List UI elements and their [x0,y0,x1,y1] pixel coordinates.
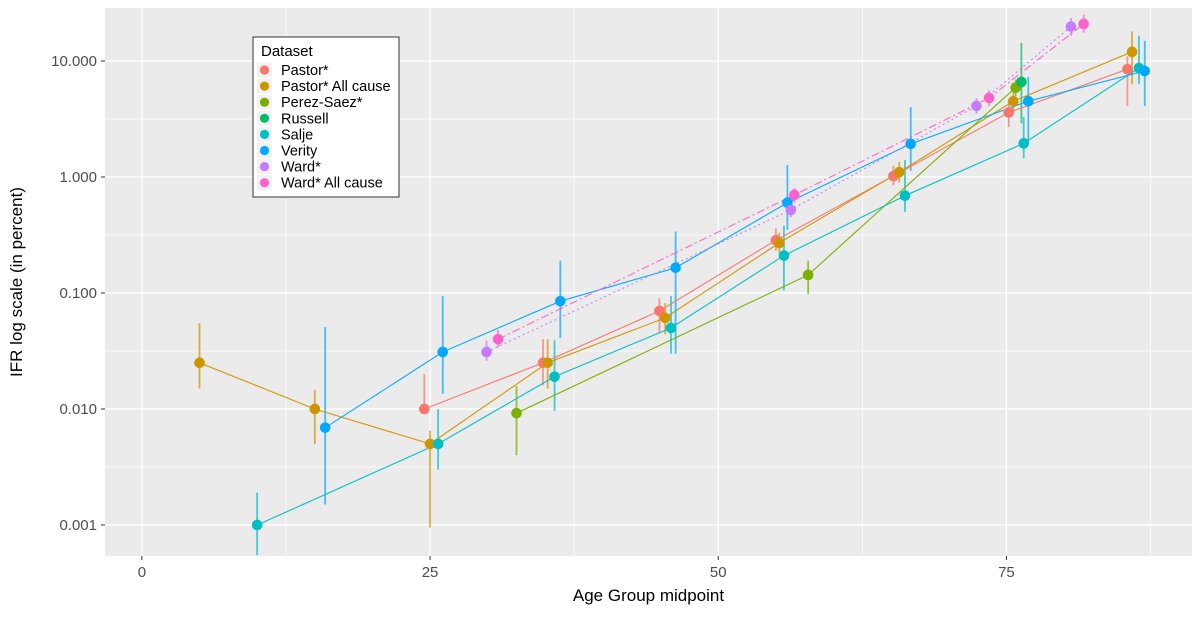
data-point [309,403,321,415]
series-Pastor* All cause [194,46,1138,450]
line-Ward* [486,26,1072,353]
x-axis-title: Age Group midpoint [573,586,724,605]
data-point [319,422,331,433]
data-point [1122,63,1133,75]
series-Ward* All cause [492,18,1089,345]
legend-entry-Perez-Saez*: Perez-Saez* [257,94,363,111]
x-tick-labels: 0 25 50 75 [138,564,1015,581]
legend-label: Russell [281,111,329,127]
data-point [1003,107,1015,118]
data-point [1078,18,1089,30]
legend-label: Salje [281,127,313,143]
data-point [665,322,677,334]
data-point [251,519,263,531]
legend-entry-Verity: Verity [257,143,318,160]
legend-key-dot [259,113,270,123]
legend: Dataset Pastor*Pastor* All causePerez-Sae… [252,36,400,198]
legend-label: Ward* [281,160,321,176]
series-Verity [319,65,1151,433]
y-tick-label: 1.000 [59,169,97,186]
data-point [899,190,911,201]
data-point [432,438,444,450]
axis-ticks [101,60,1007,560]
line-Salje [256,67,1140,526]
series-Perez-Saez* [511,82,1021,419]
data-point [1008,95,1019,107]
points-layer [194,18,1151,531]
legend-entry-Salje: Salje [257,126,313,143]
data-point [802,269,814,281]
data-point [1139,65,1151,77]
data-point [785,204,797,216]
data-point [492,333,504,345]
legend-entry-Russell: Russell [257,110,329,127]
legend-entry-Pastor*: Pastor* [257,62,329,79]
data-point [670,262,681,274]
series-Salje [251,62,1145,531]
legend-label: Perez-Saez* [281,95,363,111]
x-tick-label: 50 [710,564,727,581]
legend-key-dot [259,81,270,91]
y-axis-title: IFR log scale (in percent) [7,187,26,377]
data-point [542,357,553,369]
data-point [511,407,522,419]
y-tick-label: 0.100 [59,285,97,302]
legend-entry-Pastor* All cause: Pastor* All cause [257,78,391,95]
data-point [659,312,671,324]
data-point [971,100,982,112]
legend-title: Dataset [261,43,314,60]
legend-entry-Ward*: Ward* [257,159,321,176]
data-point [893,166,905,178]
legend-entry-Ward* All cause: Ward* All cause [257,175,383,192]
x-tick-label: 75 [998,564,1015,581]
data-point [1018,138,1030,149]
data-point [481,346,492,358]
legend-label: Ward* All cause [281,176,383,192]
data-point [1016,76,1027,88]
legend-label: Pastor* [281,63,329,79]
series-Ward* [481,21,1077,358]
data-point [555,295,566,307]
legend-label: Pastor* All cause [281,79,391,95]
legend-key-dot [259,162,270,172]
data-point [1023,95,1034,107]
x-tick-label: 0 [138,564,146,581]
data-point [194,357,205,369]
legend-key-dot [259,145,270,156]
data-point [437,346,449,358]
series-Russell [1016,76,1027,88]
line-Ward* All cause [497,23,1084,340]
data-point [1126,46,1138,58]
data-point [778,250,790,261]
data-point [774,237,785,249]
y-tick-label: 0.001 [59,517,97,534]
legend-box [252,36,400,198]
data-point [424,438,436,450]
y-tick-labels: 10.000 1.000 0.100 0.010 0.001 [51,53,97,534]
legend-key-dot [259,178,270,188]
y-tick-label: 10.000 [51,53,97,70]
data-point [1065,21,1077,32]
legend-key-dot [259,97,270,107]
legend-key-dot [259,65,270,75]
legend-key-dot [259,129,270,139]
data-point [983,92,995,104]
data-point [549,371,560,382]
data-point [905,138,917,150]
x-tick-label: 25 [422,564,439,581]
y-tick-label: 0.010 [59,401,97,418]
legend-label: Verity [281,144,318,160]
data-point [418,403,430,415]
data-point [789,189,800,201]
